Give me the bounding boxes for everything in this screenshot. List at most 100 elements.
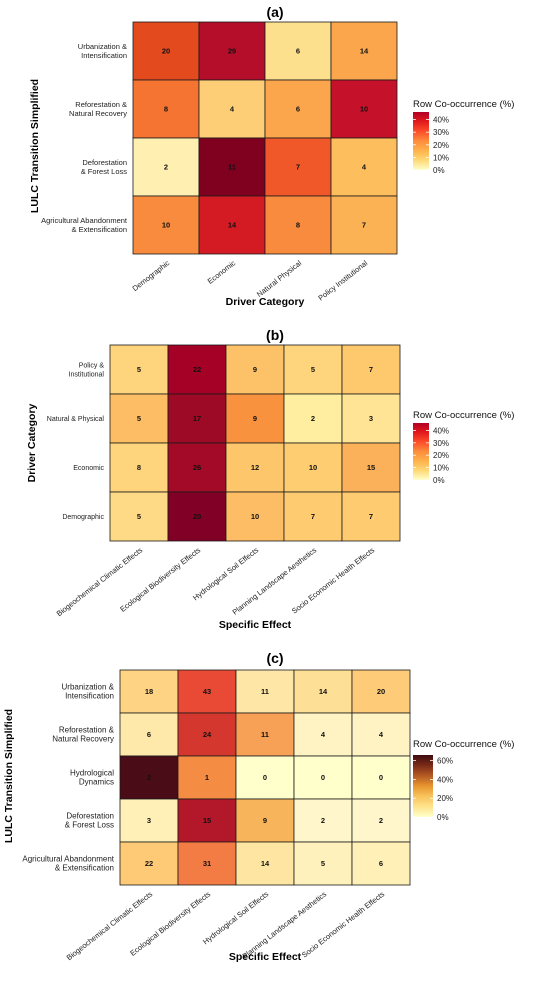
heatmap-cell <box>167 491 227 542</box>
cell-value-label: 10 <box>251 512 259 521</box>
legend-tick-label: 20% <box>433 451 449 460</box>
cell-value-label: 3 <box>369 414 373 423</box>
heatmap-cell <box>177 841 237 886</box>
y-tick-label: Urbanization & Intensification <box>78 42 127 60</box>
cell-value-label: 2 <box>321 816 325 825</box>
y-tick-label: Natural & Physical <box>47 416 105 423</box>
x-tick-label: Demographic <box>131 258 172 293</box>
cell-value-label: 10 <box>162 221 170 230</box>
heatmap-cell <box>132 79 200 139</box>
cell-value-label: 8 <box>296 221 300 230</box>
heatmap-cell <box>341 344 401 395</box>
cell-value-label: 9 <box>253 365 257 374</box>
heatmap-cell <box>132 137 200 197</box>
heatmap-cell <box>293 712 353 757</box>
y-tick-label: Urbanization & Intensification <box>62 683 115 701</box>
legend-tick-label: 30% <box>433 128 449 137</box>
y-tick-label: Hydrological Dynamics <box>70 769 114 787</box>
heatmap-cell <box>109 393 169 444</box>
legend-tick-label: 20% <box>437 794 453 803</box>
cell-value-label: 7 <box>369 365 373 374</box>
cell-value-label: 5 <box>311 365 315 374</box>
cell-value-label: 7 <box>311 512 315 521</box>
heatmap-cell <box>177 712 237 757</box>
heatmap-cell <box>293 755 353 800</box>
cell-value-label: 2 <box>379 816 383 825</box>
heatmap-cell <box>351 841 411 886</box>
cell-value-label: 14 <box>319 687 328 696</box>
heatmap-cell <box>293 798 353 843</box>
y-tick-label: Reforestation & Natural Recovery <box>52 726 114 744</box>
cell-value-label: 5 <box>137 414 141 423</box>
y-tick-label: Economic <box>73 465 104 472</box>
cell-value-label: 6 <box>379 859 383 868</box>
legend-tick-label: 10% <box>433 464 449 473</box>
legend-colorbar <box>413 423 429 480</box>
cell-value-label: 9 <box>253 414 257 423</box>
y-tick-label: Agricultural Abandonment & Extensificatio… <box>22 855 114 873</box>
legend-tick-label: 20% <box>433 141 449 150</box>
legend-title: Row Co-occurrence (%) <box>413 410 514 421</box>
heatmap-cell <box>351 798 411 843</box>
heatmap-panel-3: (c)18 43 11 14 206 24 11 4 42 1 0 0 03 15 9 2 222 31 14 5 6U… <box>3 650 514 963</box>
cell-value-label: 1 <box>205 773 209 782</box>
heatmap-cell <box>283 344 343 395</box>
heatmap-cell <box>341 491 401 542</box>
cell-value-label: 26 <box>193 463 201 472</box>
cell-value-label: 9 <box>263 816 267 825</box>
cell-value-label: 43 <box>203 687 211 696</box>
x-tick-label: Economic <box>206 258 238 286</box>
cell-value-label: 4 <box>362 163 367 172</box>
heatmap-cell <box>264 137 332 197</box>
heatmap-cell <box>198 21 266 81</box>
legend-tick-label: 40% <box>437 775 453 784</box>
panel-label: (a) <box>266 4 283 20</box>
cell-value-label: 22 <box>193 365 201 374</box>
cell-value-label: 10 <box>360 105 368 114</box>
cell-value-label: 11 <box>261 730 269 739</box>
heatmap-cell <box>283 393 343 444</box>
y-tick-label: Agricultural Abandonment & Extensificatio… <box>41 216 128 234</box>
cell-value-label: 22 <box>145 859 153 868</box>
y-tick-label: Deforestation & Forest Loss <box>81 158 128 176</box>
heatmap-cell <box>293 669 353 714</box>
panel-label: (b) <box>266 327 284 343</box>
heatmap-cell <box>198 195 266 255</box>
cell-value-label: 4 <box>230 105 235 114</box>
x-tick-label: Natural Physical <box>255 258 304 299</box>
cell-value-label: 0 <box>263 773 267 782</box>
cell-value-label: 2 <box>164 163 168 172</box>
heatmap-cell <box>119 841 179 886</box>
cell-value-label: 6 <box>296 105 300 114</box>
cell-value-label: 11 <box>261 687 269 696</box>
cell-value-label: 14 <box>261 859 270 868</box>
cell-value-label: 3 <box>147 816 151 825</box>
cell-value-label: 6 <box>296 47 300 56</box>
legend-colorbar <box>413 755 433 817</box>
cell-value-label: 20 <box>193 512 201 521</box>
cell-value-label: 8 <box>137 463 141 472</box>
cell-value-label: 20 <box>377 687 385 696</box>
cell-value-label: 14 <box>360 47 369 56</box>
cell-value-label: 5 <box>137 365 141 374</box>
y-axis-title: LULC Transition Simplified <box>3 709 15 843</box>
legend-tick-label: 60% <box>437 757 453 766</box>
heatmap-cell <box>132 21 200 81</box>
heatmap-cell <box>351 755 411 800</box>
cell-value-label: 4 <box>321 730 326 739</box>
legend-title: Row Co-occurrence (%) <box>413 99 514 110</box>
heatmap-cell <box>235 712 295 757</box>
cell-value-label: 15 <box>203 816 211 825</box>
heatmap-cell <box>177 798 237 843</box>
heatmap-panel-1: (a) 20 29 6 14 8 4 6 10 2 11 7 4 10 14 8 7 Urbanization &… <box>29 4 514 308</box>
x-axis-title: Specific Effect <box>219 619 292 631</box>
cell-value-label: 7 <box>296 163 300 172</box>
heatmap-cell <box>293 841 353 886</box>
y-tick-label: Policy & Institutional <box>69 363 105 379</box>
heatmap-cell <box>167 344 227 395</box>
legend-tick-label: 10% <box>433 153 449 162</box>
heatmap-cell <box>225 344 285 395</box>
y-tick-label: Deforestation & Forest Loss <box>65 812 114 830</box>
cell-value-label: 12 <box>251 463 259 472</box>
